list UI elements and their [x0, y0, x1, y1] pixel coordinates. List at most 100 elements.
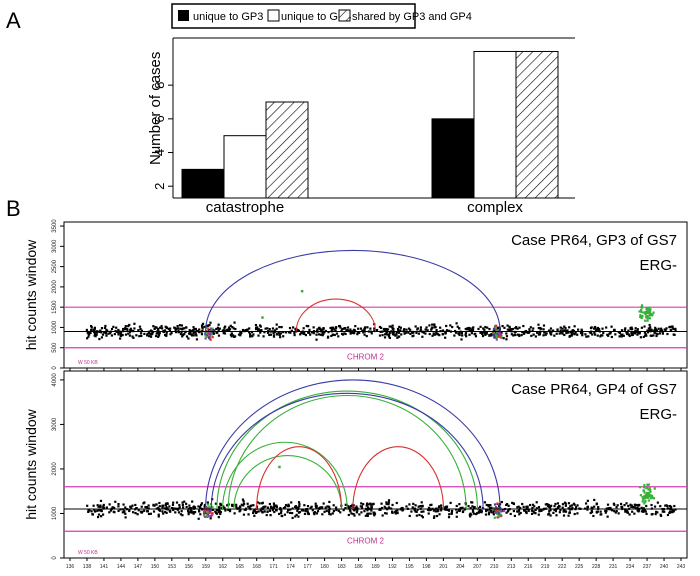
- data-point: [235, 503, 238, 506]
- data-point: [439, 326, 442, 329]
- data-point: [109, 509, 113, 512]
- data-point: [339, 511, 342, 514]
- data-point: [242, 513, 246, 516]
- data-point: [140, 329, 143, 332]
- data-point: [303, 504, 306, 507]
- breakpoint-point: [499, 333, 503, 336]
- data-point: [96, 504, 99, 507]
- data-point: [468, 513, 471, 516]
- data-point: [618, 335, 621, 338]
- data-point: [395, 331, 398, 334]
- x-tick-label: 237: [643, 564, 652, 570]
- data-point: [637, 509, 641, 512]
- data-point: [521, 331, 524, 334]
- data-point: [310, 505, 313, 508]
- panel-subtitle: ERG-: [640, 257, 678, 274]
- data-point: [661, 332, 665, 335]
- data-point: [289, 331, 292, 334]
- data-point: [110, 327, 114, 331]
- data-point: [353, 328, 356, 332]
- data-point: [441, 329, 444, 332]
- data-point: [532, 333, 535, 336]
- data-point: [226, 329, 229, 332]
- data-point: [124, 512, 127, 515]
- green-point: [646, 483, 649, 487]
- data-point: [514, 326, 517, 330]
- y-tick-label: 2000: [52, 280, 58, 294]
- breakpoint-point: [497, 335, 501, 338]
- data-point: [254, 328, 258, 331]
- data-point: [455, 511, 458, 514]
- data-point: [512, 509, 515, 513]
- data-point: [594, 326, 597, 329]
- data-point: [330, 326, 334, 329]
- data-point: [305, 324, 308, 328]
- bar-catastrophe-2: [265, 101, 309, 199]
- data-point: [509, 512, 512, 516]
- data-point: [96, 509, 99, 512]
- arc-blue: [210, 392, 484, 510]
- data-point: [268, 502, 271, 506]
- data-point: [480, 331, 483, 334]
- data-point: [100, 515, 103, 518]
- data-point: [233, 512, 236, 515]
- data-point: [89, 331, 92, 335]
- x-tick-label: 216: [524, 564, 533, 570]
- data-point: [214, 502, 218, 505]
- x-tick-label: 168: [253, 564, 262, 570]
- data-point: [631, 505, 635, 509]
- data-point: [537, 506, 541, 509]
- data-point: [428, 324, 431, 327]
- data-point: [378, 325, 382, 329]
- green-point: [647, 496, 650, 499]
- data-point: [191, 329, 194, 332]
- data-point: [516, 510, 519, 513]
- data-point: [279, 511, 283, 514]
- data-point: [104, 324, 107, 328]
- data-point: [188, 504, 191, 507]
- data-point: [130, 329, 133, 332]
- data-point: [266, 510, 269, 513]
- data-point: [538, 508, 541, 511]
- data-point: [247, 513, 250, 516]
- data-point: [584, 333, 587, 336]
- green-point: [644, 319, 647, 322]
- data-point: [658, 332, 662, 335]
- breakpoint-point: [211, 505, 214, 509]
- data-point: [321, 513, 324, 516]
- data-point: [181, 503, 184, 506]
- breakpoint-point: [203, 514, 206, 517]
- data-point: [531, 329, 534, 332]
- data-point: [436, 510, 439, 513]
- data-point: [194, 511, 197, 514]
- data-point: [264, 327, 267, 330]
- data-point: [162, 329, 165, 332]
- green-point: [647, 492, 650, 495]
- data-point: [542, 508, 545, 511]
- data-point: [187, 337, 190, 340]
- green-point: [648, 306, 651, 309]
- data-point: [252, 333, 255, 336]
- bar-y-tick-label: 8: [152, 82, 167, 89]
- data-point: [260, 507, 263, 510]
- data-point: [565, 331, 568, 335]
- data-point: [534, 508, 537, 512]
- data-point: [134, 503, 137, 507]
- data-point: [89, 324, 93, 328]
- data-point: [179, 327, 182, 330]
- data-point: [293, 334, 296, 337]
- data-point: [663, 328, 666, 331]
- data-point: [468, 329, 471, 332]
- data-point: [646, 329, 649, 332]
- data-point: [559, 326, 562, 329]
- data-point: [519, 511, 522, 515]
- data-point: [379, 508, 382, 511]
- data-point: [629, 503, 632, 506]
- data-point: [146, 509, 149, 513]
- data-point: [649, 326, 652, 329]
- data-point: [324, 329, 327, 333]
- data-point: [386, 333, 389, 336]
- data-point: [237, 507, 240, 510]
- breakpoint-point: [204, 515, 207, 518]
- data-point: [385, 330, 388, 334]
